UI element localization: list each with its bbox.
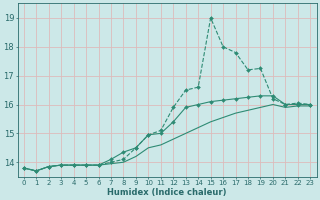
X-axis label: Humidex (Indice chaleur): Humidex (Indice chaleur) <box>107 188 227 197</box>
